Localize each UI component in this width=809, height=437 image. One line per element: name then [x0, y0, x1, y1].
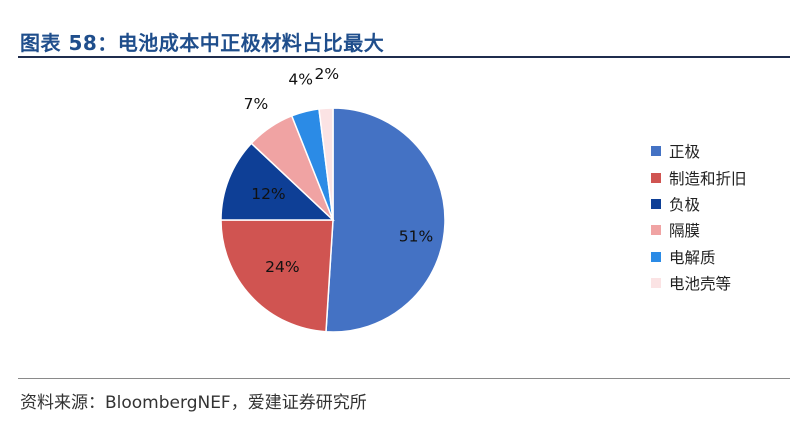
data-label-4: 7%: [244, 95, 269, 113]
pie-slice-2: [220, 219, 334, 333]
footer-divider: [18, 378, 790, 379]
data-label-5: 4%: [288, 71, 313, 89]
legend-item-5: 电解质: [651, 244, 747, 270]
chart-title: 图表 58：电池成本中正极材料占比最大: [20, 31, 385, 55]
legend: 正极制造和折旧负极隔膜电解质电池壳等: [651, 138, 747, 296]
pie-slice-6: [318, 107, 334, 221]
source-note: 资料来源：BloombergNEF，爱建证券研究所: [20, 393, 367, 413]
data-label-6: 2%: [315, 65, 340, 83]
pie-slice-1: [325, 107, 446, 333]
legend-label: 正极: [669, 143, 701, 162]
pie-slice-3: [220, 142, 335, 221]
legend-swatch: [651, 146, 661, 157]
legend-label: 负极: [669, 195, 701, 214]
legend-label: 电解质: [669, 248, 716, 267]
legend-item-1: 正极: [651, 138, 747, 164]
legend-label: 电池壳等: [669, 275, 732, 294]
legend-swatch: [651, 251, 661, 262]
legend-label: 隔膜: [669, 222, 701, 241]
title-divider: [18, 56, 790, 58]
legend-item-3: 负极: [651, 191, 747, 217]
data-label-1: 51%: [399, 228, 433, 246]
data-label-3: 12%: [251, 185, 285, 203]
legend-swatch: [651, 172, 661, 183]
legend-swatch: [651, 198, 661, 209]
legend-label: 制造和折旧: [669, 169, 747, 188]
legend-item-4: 隔膜: [651, 217, 747, 243]
legend-swatch: [651, 278, 661, 289]
legend-swatch: [651, 225, 661, 236]
legend-item-6: 电池壳等: [651, 270, 747, 296]
data-label-2: 24%: [265, 258, 299, 276]
legend-item-2: 制造和折旧: [651, 164, 747, 190]
